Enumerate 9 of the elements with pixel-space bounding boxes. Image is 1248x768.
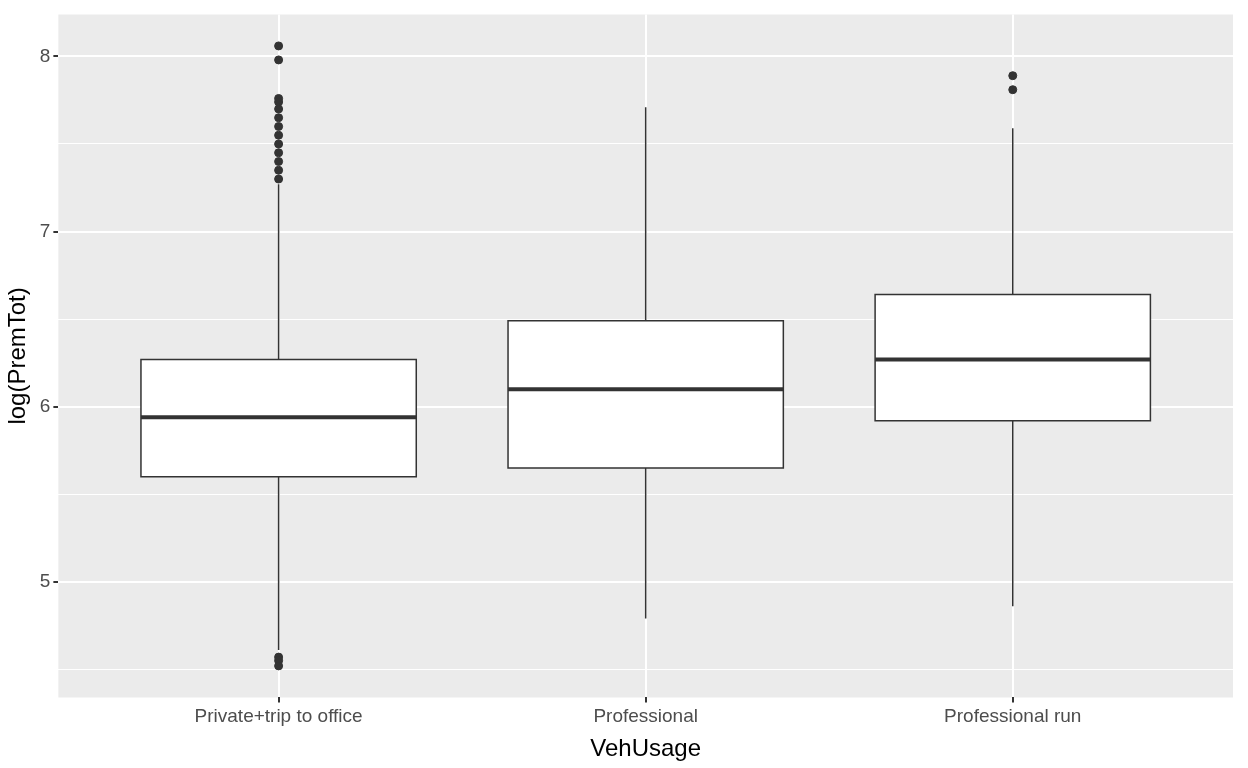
y-tick-label: 7 [39, 219, 51, 241]
y-tick-label: 6 [39, 394, 51, 416]
x-tick-label: Professional [593, 705, 698, 727]
y-tick-label: 8 [39, 44, 51, 66]
y-axis-title: log(PremTot) [3, 287, 31, 425]
x-axis-title: VehUsage [590, 734, 702, 762]
x-tick-label: Professional run [944, 705, 1082, 727]
y-tick-label: 5 [39, 570, 51, 592]
x-tick-label: Private+trip to office [194, 705, 363, 727]
